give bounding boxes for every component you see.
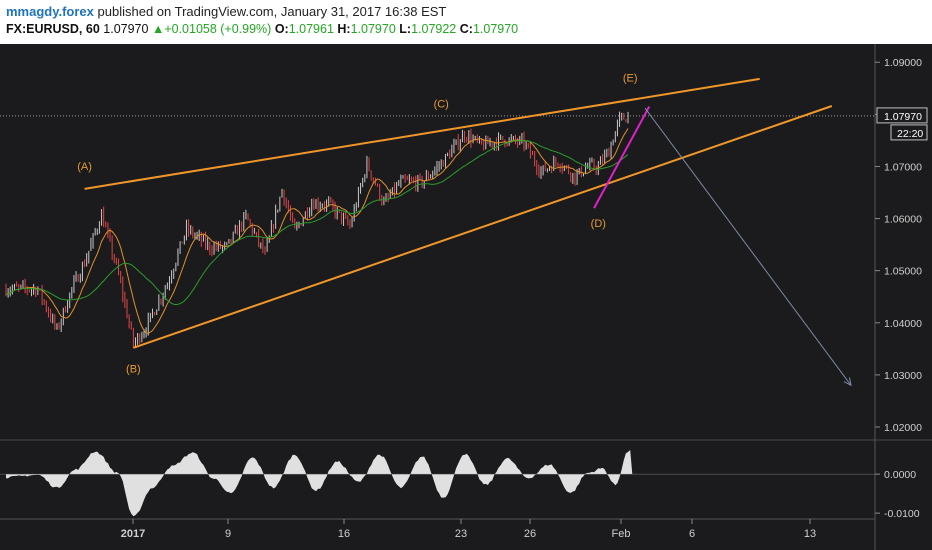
time-tick-label: 6 bbox=[689, 528, 695, 540]
osc-tick-label: 0.0000 bbox=[884, 469, 916, 481]
axes: 1.090001.080001.070001.060001.050001.040… bbox=[121, 57, 928, 540]
price-tick-label: 1.05000 bbox=[884, 266, 922, 278]
price-tick-label: 1.07000 bbox=[884, 161, 922, 173]
time-tick-label: Feb bbox=[612, 528, 631, 540]
open-label: O: bbox=[274, 22, 289, 36]
high-label: H: bbox=[337, 22, 351, 36]
published-text: published on TradingView.com, January 31… bbox=[97, 4, 447, 19]
price-tick-label: 1.06000 bbox=[884, 214, 922, 226]
current-price-box bbox=[876, 107, 928, 124]
open-value: 1.07961 bbox=[288, 22, 334, 36]
symbol-label[interactable]: FX:EURUSD, 60 bbox=[6, 22, 100, 36]
osc-tick-label: -0.0100 bbox=[884, 508, 920, 520]
wave-label: (D) bbox=[591, 218, 606, 230]
projection-arrow-head bbox=[843, 377, 852, 387]
price-change: +0.01058 (+0.99%) bbox=[164, 22, 272, 36]
channel-lower-line[interactable] bbox=[133, 105, 833, 349]
price-chart[interactable]: (A)(B)(C)(D)(E) 1.090001.080001.070001.0… bbox=[0, 44, 932, 550]
high-value: 1.07970 bbox=[350, 22, 396, 36]
time-tick-label: 9 bbox=[225, 528, 231, 540]
close-label: C: bbox=[459, 22, 473, 36]
wave-label: (B) bbox=[126, 363, 141, 375]
oscillator-histogram bbox=[6, 450, 633, 517]
price-tick-label: 1.09000 bbox=[884, 57, 922, 69]
time-tick-label: 13 bbox=[804, 528, 816, 540]
time-tick-label: 23 bbox=[455, 528, 467, 540]
price-pane: (A) (B) (C) (D) (E) bbox=[0, 73, 875, 387]
countdown-box bbox=[890, 124, 928, 141]
time-tick-label: 2017 bbox=[121, 528, 145, 540]
time-tick-label: 16 bbox=[338, 528, 350, 540]
chart-header: mmagdy.forex published on TradingView.co… bbox=[0, 0, 932, 44]
projection-arrow-line[interactable] bbox=[644, 107, 852, 386]
oscillator-pane bbox=[0, 450, 875, 517]
countdown-label: 22:20 bbox=[897, 128, 923, 140]
symbol-line: FX:EURUSD, 60 1.07970 ▲+0.01058 (+0.99%)… bbox=[6, 22, 518, 36]
publish-line: mmagdy.forex published on TradingView.co… bbox=[6, 4, 446, 19]
last-price: 1.07970 bbox=[103, 22, 149, 36]
wave-label: (C) bbox=[434, 99, 449, 111]
moving-average-slow bbox=[5, 139, 629, 306]
channel-upper-line[interactable] bbox=[84, 77, 760, 190]
author-link[interactable]: mmagdy.forex bbox=[6, 4, 94, 19]
impulse-line[interactable] bbox=[593, 106, 651, 209]
low-value: 1.07922 bbox=[411, 22, 457, 36]
close-value: 1.07970 bbox=[472, 22, 519, 36]
wave-label: (A) bbox=[77, 161, 92, 173]
price-tick-label: 1.02000 bbox=[884, 422, 922, 434]
current-price-label: 1.07970 bbox=[884, 111, 922, 123]
price-tick-label: 1.04000 bbox=[884, 318, 922, 330]
wave-label: (E) bbox=[623, 73, 638, 85]
up-arrow-icon: ▲ bbox=[151, 22, 165, 36]
price-tick-label: 1.03000 bbox=[884, 370, 922, 382]
time-tick-label: 26 bbox=[524, 528, 536, 540]
low-label: L: bbox=[399, 22, 412, 36]
